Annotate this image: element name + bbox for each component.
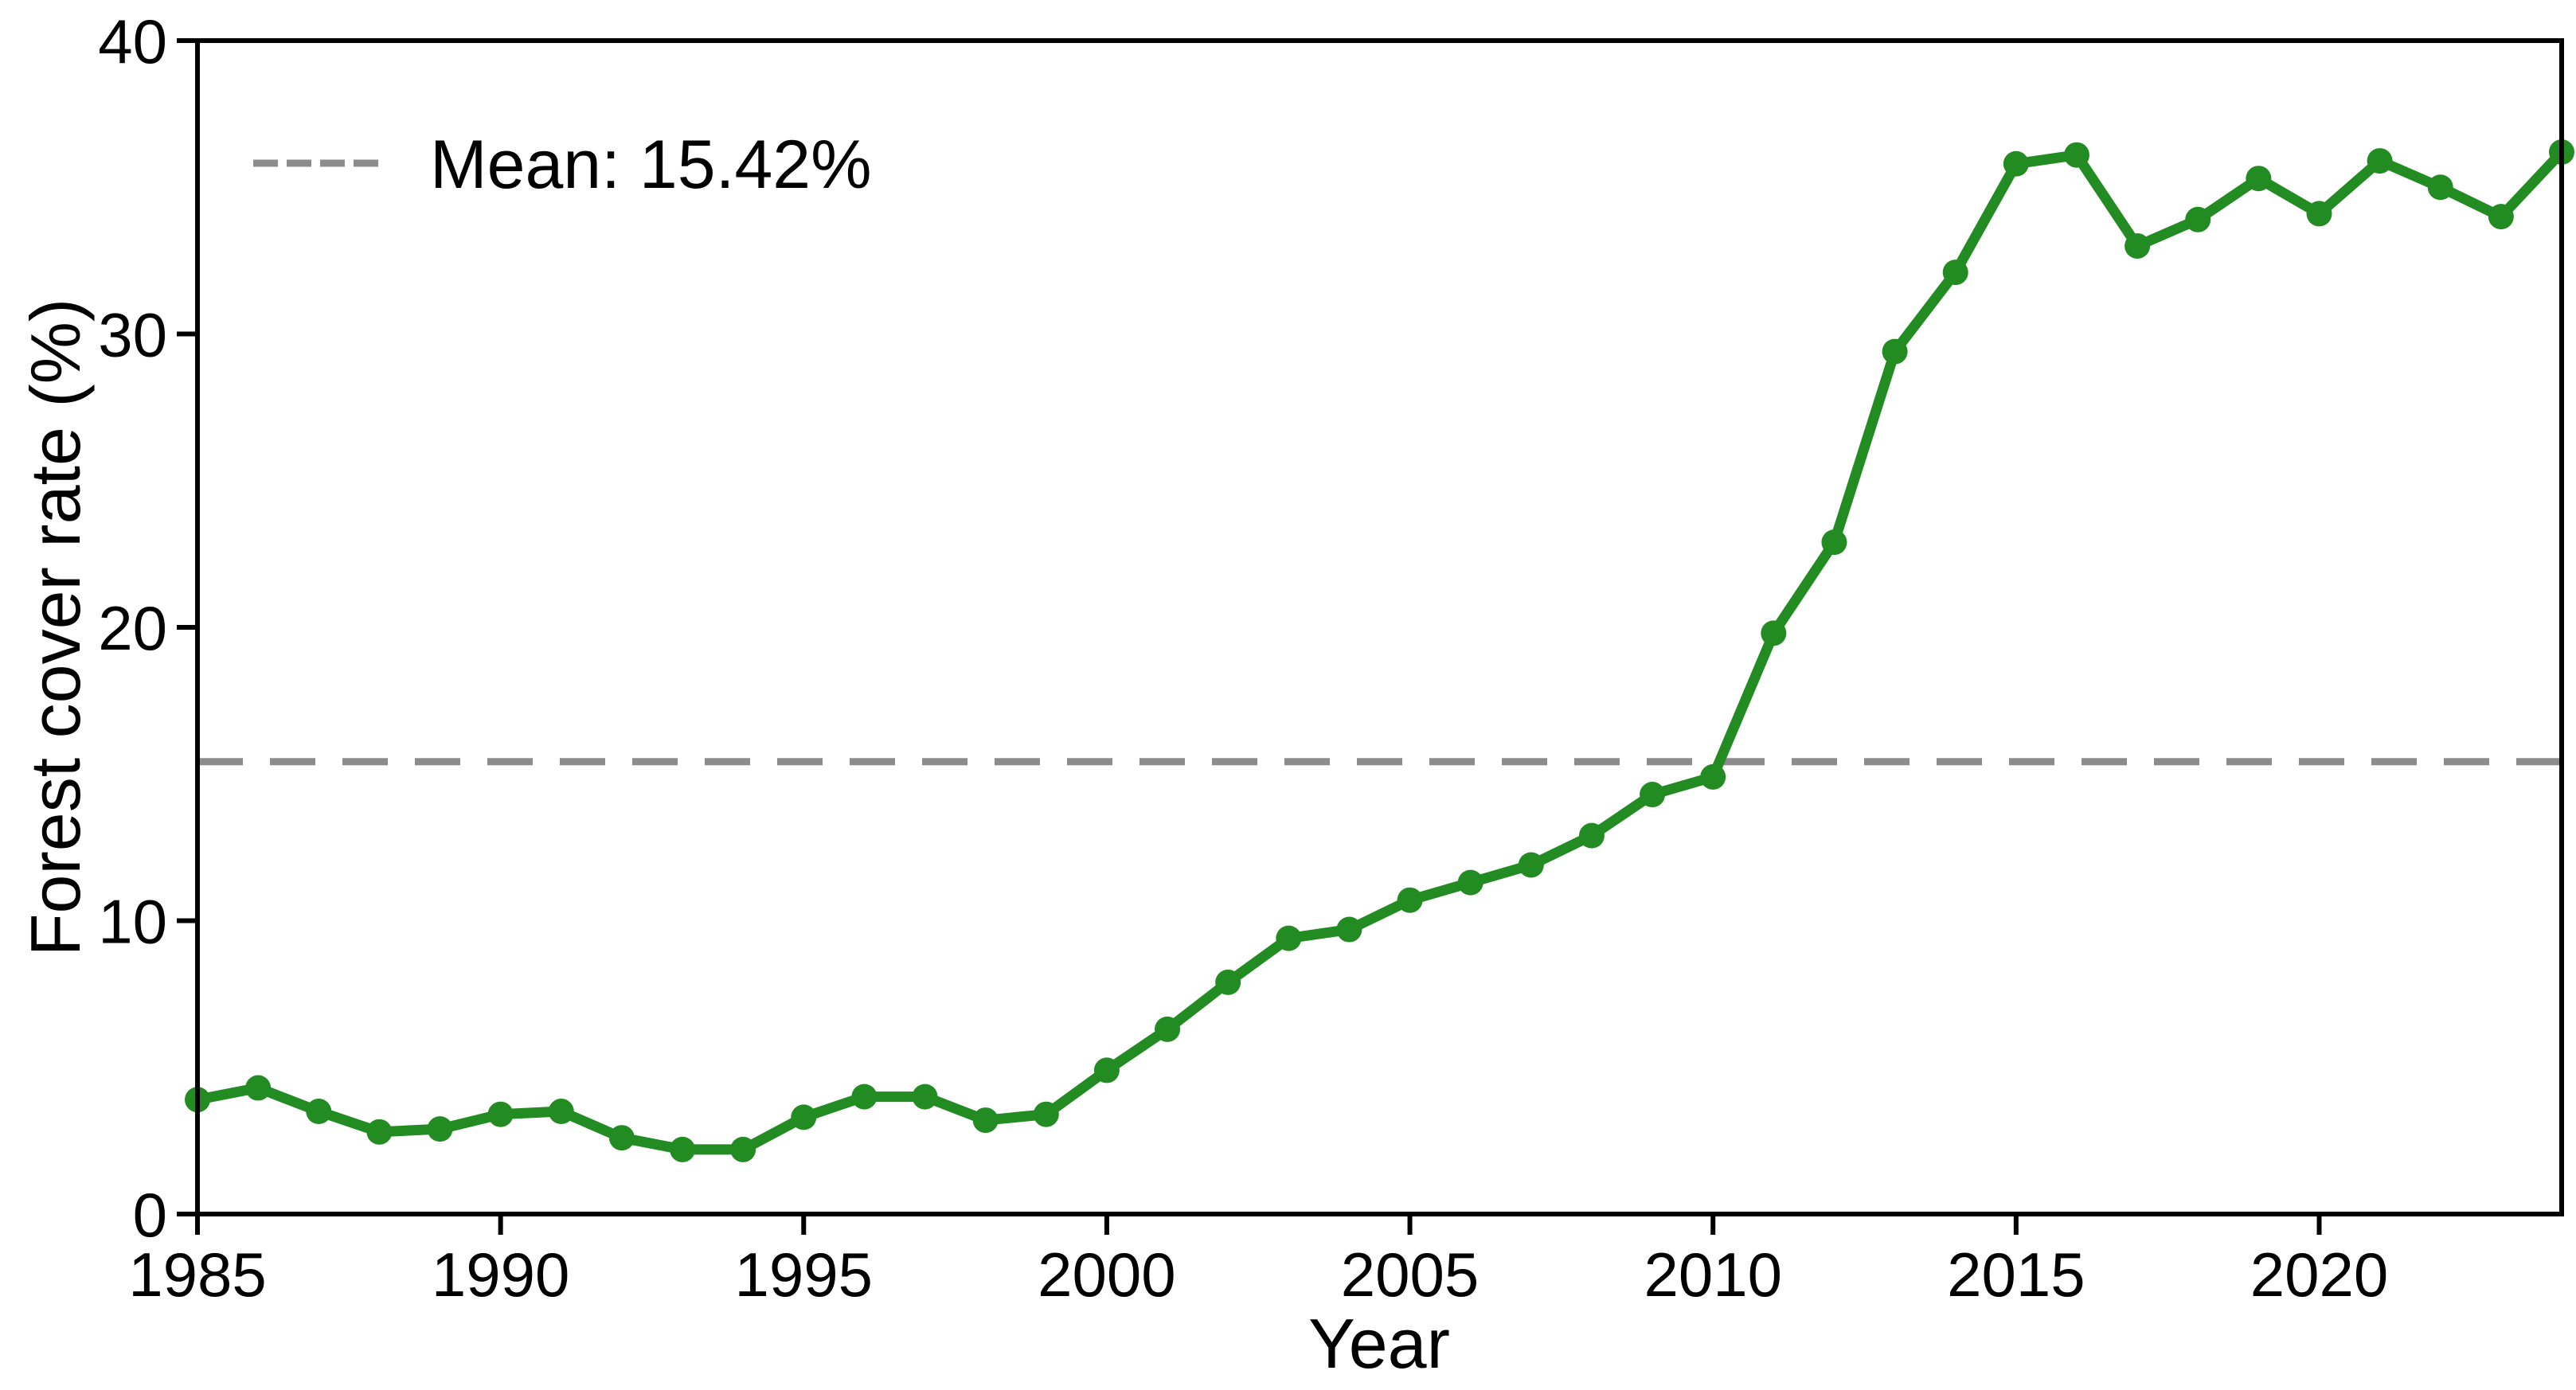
x-tick-label: 2005 (1341, 1240, 1480, 1310)
x-tick-label: 1995 (735, 1240, 874, 1310)
data-point-marker (1033, 1101, 1059, 1127)
x-tick-label: 1985 (128, 1240, 267, 1310)
data-point-marker (972, 1107, 999, 1134)
data-point-marker (1276, 925, 1302, 951)
mean-legend-label: Mean: 15.42% (430, 127, 872, 203)
data-point-marker (1336, 916, 1362, 943)
data-point-marker (2367, 148, 2393, 174)
data-point-marker (791, 1104, 817, 1130)
data-point-marker (1882, 338, 1908, 365)
data-point-marker (608, 1125, 635, 1151)
data-point-marker (1700, 763, 1726, 790)
data-point-marker (2003, 150, 2029, 177)
y-tick-label: 10 (98, 887, 167, 957)
data-point-marker (670, 1136, 696, 1162)
y-tick-label: 40 (98, 6, 167, 76)
data-point-marker (487, 1101, 514, 1127)
data-point-marker (366, 1119, 393, 1145)
x-tick-label: 1990 (432, 1240, 570, 1310)
data-point-marker (851, 1083, 878, 1110)
data-point-marker (2306, 201, 2332, 227)
data-point-marker (306, 1099, 332, 1125)
data-point-marker (1761, 620, 1787, 646)
data-point-marker (2246, 166, 2272, 192)
data-point-marker (1578, 822, 1605, 849)
series-line (192, 146, 2567, 1155)
plot-border (195, 38, 2564, 1216)
data-point-marker (2063, 142, 2089, 168)
data-point-marker (1155, 1016, 1181, 1042)
data-point-marker (1457, 869, 1483, 896)
data-point-marker (1397, 887, 1423, 913)
data-point-marker (1215, 969, 1241, 995)
data-point-marker (548, 1099, 574, 1125)
data-point-marker (2427, 174, 2453, 201)
legend: Mean: 15.42% (253, 127, 872, 203)
y-tick-label: 0 (133, 1180, 167, 1250)
data-point-marker (2185, 206, 2211, 232)
data-point-marker (245, 1075, 272, 1101)
data-point-marker (1640, 782, 1666, 808)
data-point-marker (1093, 1057, 1120, 1083)
data-point-marker (1942, 260, 1968, 286)
data-point-marker (1821, 529, 1847, 556)
data-point-marker (2488, 204, 2514, 230)
x-tick-label: 2015 (1947, 1240, 2085, 1310)
x-axis-title: Year (1308, 1304, 1450, 1383)
x-tick-label: 2010 (1644, 1240, 1782, 1310)
y-tick-label: 20 (98, 593, 167, 663)
data-point-marker (912, 1083, 938, 1110)
plot-area: 1985 1990 1995 2000 2005 2010 2015 2020 0 10 20 30 4… (98, 6, 2574, 1310)
data-point-marker (427, 1116, 453, 1142)
data-point-marker (730, 1136, 756, 1162)
data-point-marker (2125, 232, 2151, 259)
data-point-marker (1518, 852, 1544, 878)
x-tick-label: 2000 (1038, 1240, 1176, 1310)
y-axis-title: Forest cover rate (%) (16, 299, 95, 956)
x-tick-label: 2020 (2250, 1240, 2389, 1310)
y-tick-label: 30 (98, 300, 167, 370)
